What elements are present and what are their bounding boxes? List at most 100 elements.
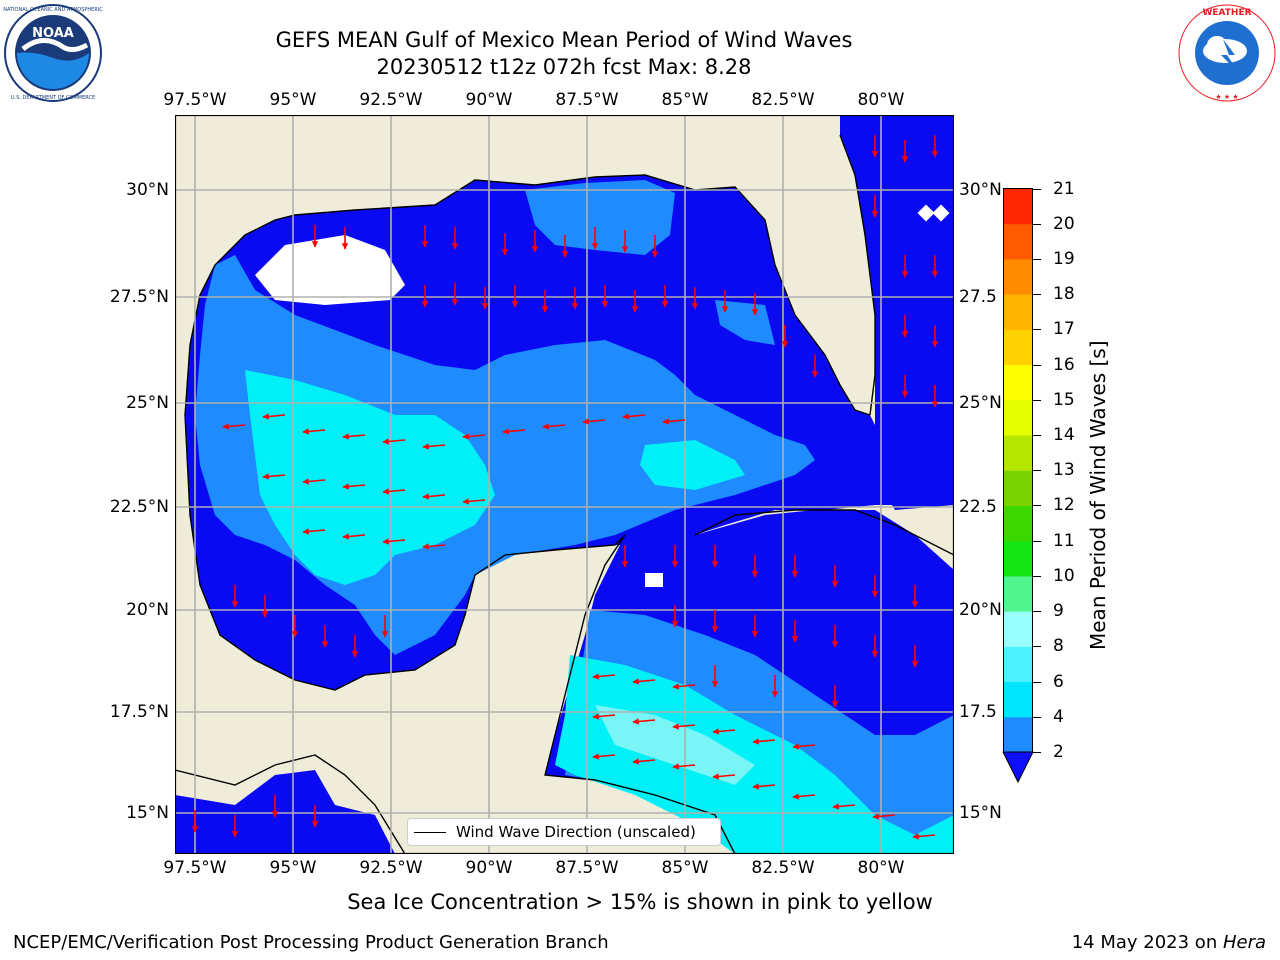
colorbar-tick-mark (1033, 399, 1041, 401)
nodata-patch-4 (932, 204, 950, 222)
lat-tick-right: 15°N (959, 803, 1002, 823)
colorbar-tick-label: 10 (1053, 565, 1075, 586)
colorbar-segment (1003, 329, 1033, 366)
lat-tick-left: 30°N (126, 180, 169, 200)
colorbar-tick-label: 6 (1053, 671, 1064, 692)
svg-text:NOAA: NOAA (32, 26, 74, 41)
map-frame (175, 115, 954, 854)
lon-tick-top: 82.5°W (751, 90, 815, 110)
svg-text:U.S. DEPARTMENT OF COMMERCE: U.S. DEPARTMENT OF COMMERCE (11, 95, 95, 101)
nodata-patch-2 (645, 573, 663, 587)
colorbar-tick-label: 8 (1053, 636, 1064, 657)
colorbar-tick-mark (1033, 681, 1041, 683)
colorbar-segment (1003, 681, 1033, 718)
lat-tick-left: 25°N (126, 393, 169, 413)
lat-tick-left: 22.5°N (109, 497, 169, 517)
colorbar-tick-mark (1033, 611, 1041, 613)
colorbar-tick-label: 4 (1053, 706, 1064, 727)
lon-tick-bottom: 87.5°W (555, 858, 619, 878)
svg-text:NATIONAL OCEANIC AND ATMOSPHER: NATIONAL OCEANIC AND ATMOSPHERIC (3, 7, 103, 13)
lat-tick-right: 27.5 (959, 287, 997, 307)
lon-tick-bottom: 82.5°W (751, 858, 815, 878)
colorbar-tick-mark (1033, 540, 1041, 542)
colorbar-tick-mark (1033, 188, 1041, 190)
coastline-gulf (189, 174, 871, 416)
lat-tick-right: 22.5 (959, 497, 997, 517)
colorbar-tick-mark (1033, 752, 1041, 753)
colorbar-tick-label: 9 (1053, 601, 1064, 622)
svg-text:WEATHER: WEATHER (1202, 8, 1251, 18)
legend-line-icon (414, 831, 446, 833)
lon-tick-top: 92.5°W (359, 90, 423, 110)
chart-subtitle: 20230512 t12z 072h fcst Max: 8.28 (376, 55, 752, 79)
colorbar-tick-mark (1033, 435, 1041, 437)
colorbar-tick-label: 19 (1053, 248, 1075, 269)
colorbar-tick-mark (1033, 329, 1041, 331)
ocean-pale-carib (595, 705, 755, 785)
chart-title: GEFS MEAN Gulf of Mexico Mean Period of … (275, 28, 853, 52)
colorbar-frame (1003, 188, 1033, 753)
colorbar-segment (1003, 258, 1033, 295)
colorbar-segment (1003, 470, 1033, 506)
colorbar-tick-label: 11 (1053, 530, 1075, 551)
lat-tick-left: 15°N (126, 803, 169, 823)
lon-tick-bottom: 85°W (661, 858, 709, 878)
colorbar-tick-label: 15 (1053, 389, 1075, 410)
machine-name: Hera (1222, 932, 1266, 953)
colorbar-tick-label: 12 (1053, 495, 1075, 516)
colorbar-tick-label: 14 (1053, 425, 1075, 446)
lat-tick-left: 27.5°N (109, 287, 169, 307)
colorbar-tick-label: 20 (1053, 213, 1075, 234)
ocean-light-carib (555, 655, 954, 854)
colorbar-segment (1003, 505, 1033, 542)
noaa-logo: NOAA NATIONAL OCEANIC AND ATMOSPHERIC U.… (3, 4, 103, 102)
colorbar-segment (1003, 223, 1033, 260)
lat-tick-left: 20°N (126, 600, 169, 620)
nodata-patch-3 (917, 204, 935, 222)
lon-tick-bottom: 92.5°W (359, 858, 423, 878)
lon-tick-bottom: 90°W (465, 858, 513, 878)
pacific-ocean (175, 770, 395, 854)
colorbar-tick-label: 16 (1053, 354, 1075, 375)
ocean-mid-fl (715, 300, 775, 345)
colorbar-tick-mark (1033, 646, 1041, 648)
lon-tick-top: 95°W (269, 90, 317, 110)
lon-tick-top: 85°W (661, 90, 709, 110)
ocean-mid-north (525, 180, 675, 255)
colorbar-tick-mark (1033, 716, 1041, 718)
lon-tick-bottom: 97.5°W (163, 858, 227, 878)
colorbar (1002, 188, 1034, 784)
colorbar-tick-mark (1033, 364, 1041, 366)
lat-tick-right: 20°N (959, 600, 1002, 620)
colorbar-segment (1003, 716, 1033, 753)
colorbar-segment (1003, 364, 1033, 401)
colorbar-segment (1003, 294, 1033, 330)
map-legend: Wind Wave Direction (unscaled) (407, 818, 721, 846)
colorbar-tick-mark (1033, 223, 1041, 225)
lon-tick-top: 90°W (465, 90, 513, 110)
lon-tick-bottom: 95°W (269, 858, 317, 878)
map-gridlines (175, 115, 954, 854)
lon-tick-top: 80°W (857, 90, 905, 110)
colorbar-tick-mark (1033, 575, 1041, 577)
colorbar-segment (1003, 540, 1033, 577)
colorbar-tick-mark (1033, 258, 1041, 260)
colorbar-segment (1003, 646, 1033, 683)
colorbar-tick-mark (1033, 505, 1041, 507)
colorbar-tick-label: 21 (1053, 178, 1075, 199)
colorbar-segment (1003, 399, 1033, 436)
lon-tick-top: 97.5°W (163, 90, 227, 110)
lon-tick-top: 87.5°W (555, 90, 619, 110)
colorbar-segment (1003, 575, 1033, 612)
credit-text: NCEP/EMC/Verification Post Processing Pr… (13, 932, 609, 953)
colorbar-tick-label: 18 (1053, 284, 1075, 305)
lat-tick-right: 25°N (959, 393, 1002, 413)
lat-tick-left: 17.5°N (109, 702, 169, 722)
colorbar-tick-label: 2 (1053, 742, 1064, 762)
legend-label: Wind Wave Direction (unscaled) (456, 823, 696, 841)
wind-direction-arrows (191, 135, 939, 840)
colorbar-label: Mean Period of Wind Waves [s] (1086, 340, 1110, 650)
colorbar-segment (1003, 611, 1033, 647)
ocean-light-zone-2 (640, 440, 745, 490)
colorbar-tick-mark (1033, 470, 1041, 472)
